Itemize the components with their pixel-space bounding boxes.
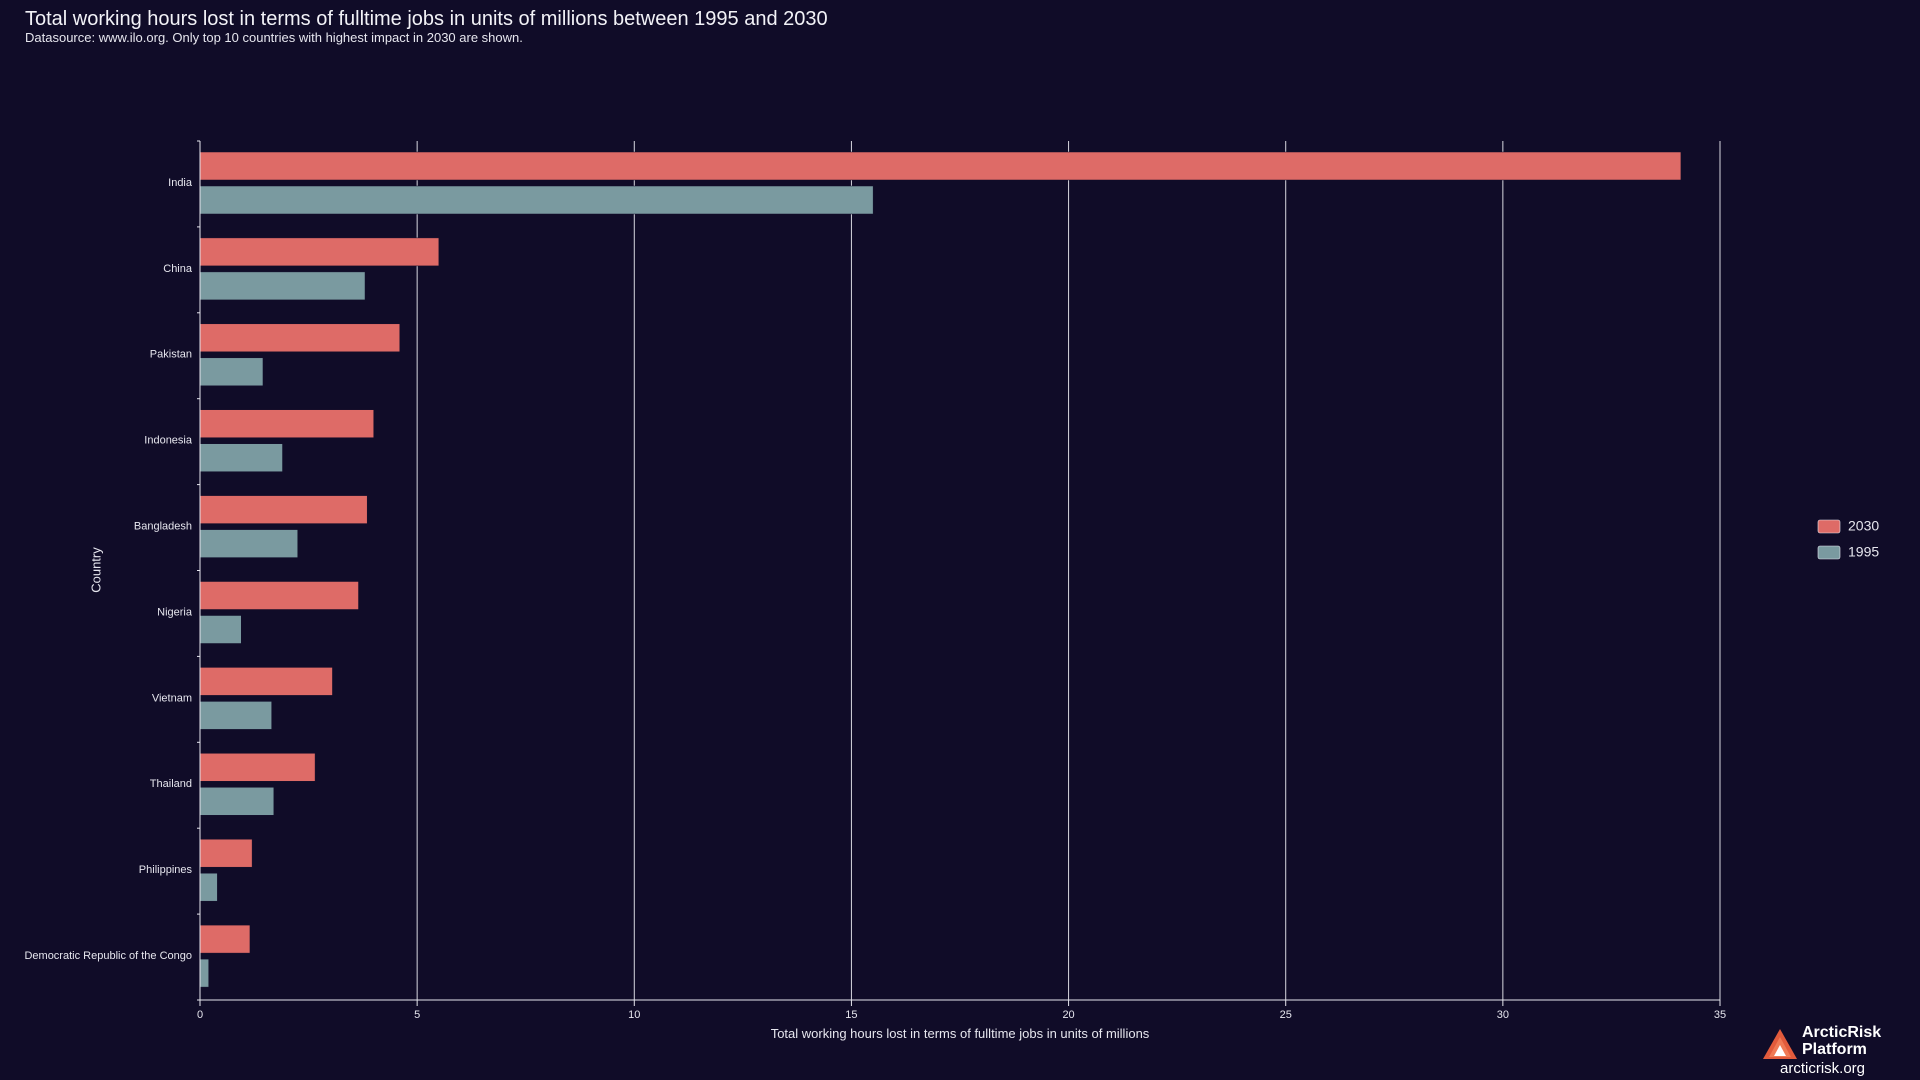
bar-1995-vietnam[interactable] — [199, 701, 272, 730]
y-tick-label: Indonesia — [144, 435, 193, 447]
bar-1995-nigeria[interactable] — [199, 615, 242, 644]
bars-layer — [199, 151, 1682, 988]
logo-name: ArcticRisk Platform — [1802, 1024, 1882, 1058]
x-tick-label: 25 — [1280, 1009, 1292, 1021]
y-tick-label: Pakistan — [150, 349, 192, 361]
x-tick-label: 30 — [1497, 1009, 1509, 1021]
bar-1995-democratic-republic-of-the-congo[interactable] — [199, 958, 209, 988]
bar-1995-thailand[interactable] — [199, 787, 275, 816]
bar-2030-bangladesh[interactable] — [199, 495, 368, 524]
x-tick-label: 15 — [845, 1009, 857, 1021]
bar-2030-philippines[interactable] — [199, 838, 253, 868]
y-tick-label: Thailand — [150, 778, 192, 790]
legend-swatch-1995[interactable] — [1817, 545, 1841, 560]
x-tick-label: 20 — [1062, 1009, 1074, 1021]
grid-layer — [416, 141, 1721, 1000]
y-tick-label: Nigeria — [157, 606, 193, 618]
bar-1995-bangladesh[interactable] — [199, 529, 298, 558]
bar-2030-thailand[interactable] — [199, 753, 316, 782]
bar-2030-indonesia[interactable] — [199, 409, 374, 438]
legend-label-1995[interactable]: 1995 — [1848, 544, 1879, 560]
bar-2030-pakistan[interactable] — [199, 323, 401, 353]
legend-layer: 2030 1995 — [1817, 518, 1879, 560]
arcticrisk-logo[interactable]: ArcticRisk Platform arcticrisk.org — [1762, 1024, 1902, 1078]
x-tick-label: 0 — [197, 1009, 203, 1021]
bar-2030-vietnam[interactable] — [199, 667, 333, 696]
y-tick-label: Bangladesh — [134, 521, 192, 533]
x-tick-label: 10 — [628, 1009, 640, 1021]
legend-swatch-2030[interactable] — [1817, 519, 1841, 534]
y-tick-label: India — [168, 177, 193, 189]
x-tick-label: 5 — [414, 1009, 420, 1021]
bar-1995-china[interactable] — [199, 271, 366, 301]
axes-layer: 0 5 10 15 20 25 30 35 India China Pakistan Indonesi… — [24, 140, 1726, 1021]
bar-1995-india[interactable] — [199, 185, 874, 215]
bar-2030-nigeria[interactable] — [199, 581, 359, 610]
legend-label-2030[interactable]: 2030 — [1848, 518, 1879, 534]
y-axis-title: Country — [88, 547, 103, 593]
bar-1995-indonesia[interactable] — [199, 443, 283, 472]
chart-title: Total working hours lost in terms of ful… — [25, 8, 828, 30]
bar-1995-philippines[interactable] — [199, 872, 218, 902]
chart-subtitle: Datasource: www.ilo.org. Only top 10 cou… — [25, 30, 523, 45]
logo-url: arcticrisk.org — [1780, 1060, 1866, 1077]
x-axis-title: Total working hours lost in terms of ful… — [771, 1026, 1150, 1041]
bar-2030-china[interactable] — [199, 237, 440, 267]
y-tick-label: Democratic Republic of the Congo — [24, 950, 192, 962]
bar-2030-india[interactable] — [199, 151, 1682, 181]
y-tick-label: Vietnam — [152, 692, 192, 704]
y-tick-label: Philippines — [139, 864, 193, 876]
bar-2030-democratic-republic-of-the-congo[interactable] — [199, 924, 251, 954]
bar-1995-pakistan[interactable] — [199, 357, 264, 387]
logo-triangle-icon — [1763, 1029, 1797, 1059]
y-tick-label: China — [163, 263, 193, 275]
x-tick-label: 35 — [1714, 1009, 1726, 1021]
